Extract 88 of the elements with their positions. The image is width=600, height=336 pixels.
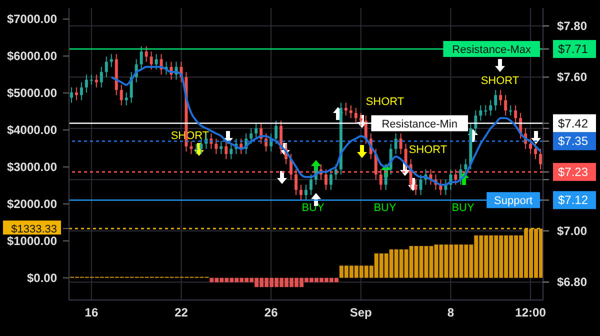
candlestick (379, 168, 382, 190)
y-tick-label: $5000.00 (6, 86, 58, 100)
candlestick (504, 94, 508, 116)
candlestick (194, 143, 198, 154)
y2-tick-label: $7.00 (557, 224, 588, 238)
y-tick-label: $3000.00 (6, 160, 58, 174)
candlestick (494, 89, 498, 111)
candlestick (349, 104, 352, 119)
candlestick (200, 138, 203, 154)
x-tick-label: 26 (264, 306, 278, 320)
candlestick (120, 84, 123, 106)
x-tick-label: Sep (350, 306, 372, 320)
candlestick (80, 82, 83, 101)
candlestick (479, 104, 482, 122)
x-tick-label: 12:00 (515, 306, 546, 320)
candlestick (359, 112, 362, 126)
candlestick (250, 128, 253, 144)
candlestick (274, 120, 278, 144)
candlestick (484, 104, 488, 116)
candlestick (154, 54, 158, 70)
candlestick (90, 74, 93, 86)
candlestick (354, 107, 358, 124)
candlestick (124, 92, 128, 106)
annotation: SHORT (366, 96, 404, 108)
candlestick (514, 104, 518, 124)
y-tick-label: $6000.00 (6, 49, 58, 64)
candlestick (399, 133, 402, 154)
candlestick (529, 138, 532, 154)
candlestick (489, 100, 492, 116)
candlestick (394, 133, 398, 154)
candlestick (224, 140, 228, 160)
annotation: SHORT (480, 75, 520, 87)
candlestick (140, 46, 143, 70)
candlestick (220, 140, 223, 154)
y2-tick-label: $6.80 (557, 275, 588, 290)
ref-line-label: Resistance-Max (452, 44, 532, 56)
candlestick (230, 143, 233, 160)
candlestick (404, 143, 408, 170)
y-tick-label: $1333.33 (11, 224, 57, 236)
x-tick-label: 16 (84, 306, 98, 320)
annotation: BUY (374, 202, 397, 214)
y2-tick-label: $7.23 (558, 164, 588, 179)
candlestick (384, 164, 388, 190)
y2-tick-label: $7.12 (558, 193, 588, 208)
candlestick (74, 86, 78, 101)
candlestick (499, 89, 502, 106)
candlestick (300, 184, 303, 201)
candlestick (414, 179, 418, 196)
candlestick (84, 74, 88, 94)
y2-tick-label: $7.80 (557, 18, 588, 33)
y2-tick-label: $7.42 (558, 116, 588, 130)
candlestick (214, 138, 218, 154)
candlestick (70, 86, 73, 104)
candlestick (534, 143, 538, 160)
ref-line-label: Resistance-Min (382, 118, 458, 130)
y2-tick-label: $7.35 (558, 134, 588, 148)
candlestick (419, 174, 422, 196)
candlestick (94, 74, 98, 88)
candlestick (104, 56, 108, 78)
candlestick (464, 158, 468, 175)
y-tick-label: $1000.00 (6, 234, 58, 248)
candlestick (110, 54, 113, 68)
candlestick (324, 168, 328, 190)
candlestick (150, 51, 153, 70)
ref-line-label: Support (494, 195, 533, 208)
candlestick (454, 168, 458, 186)
candlestick (190, 140, 193, 154)
y-tick-label: $2000.00 (6, 196, 58, 211)
candlestick (304, 184, 308, 201)
candlestick (329, 168, 332, 190)
y-tick-label: $7000.00 (6, 12, 58, 26)
candlestick (100, 66, 103, 88)
candlestick (144, 46, 148, 62)
candlestick (539, 148, 542, 170)
y-tick-label: $4000.00 (6, 122, 58, 137)
candlestick (474, 110, 478, 134)
annotation: BUY (452, 202, 475, 214)
candlestick (294, 168, 298, 196)
x-tick-label: 8 (447, 306, 454, 320)
candlestick (344, 102, 348, 116)
candlestick (509, 104, 512, 116)
x-tick-label: 22 (174, 306, 188, 320)
annotation: SHORT (408, 144, 448, 156)
candlestick (309, 174, 312, 196)
y-tick-label: $0.00 (26, 270, 58, 285)
y2-tick-label: $7.71 (558, 42, 588, 56)
y2-tick-label: $7.60 (557, 70, 588, 84)
candlestick (254, 122, 258, 140)
